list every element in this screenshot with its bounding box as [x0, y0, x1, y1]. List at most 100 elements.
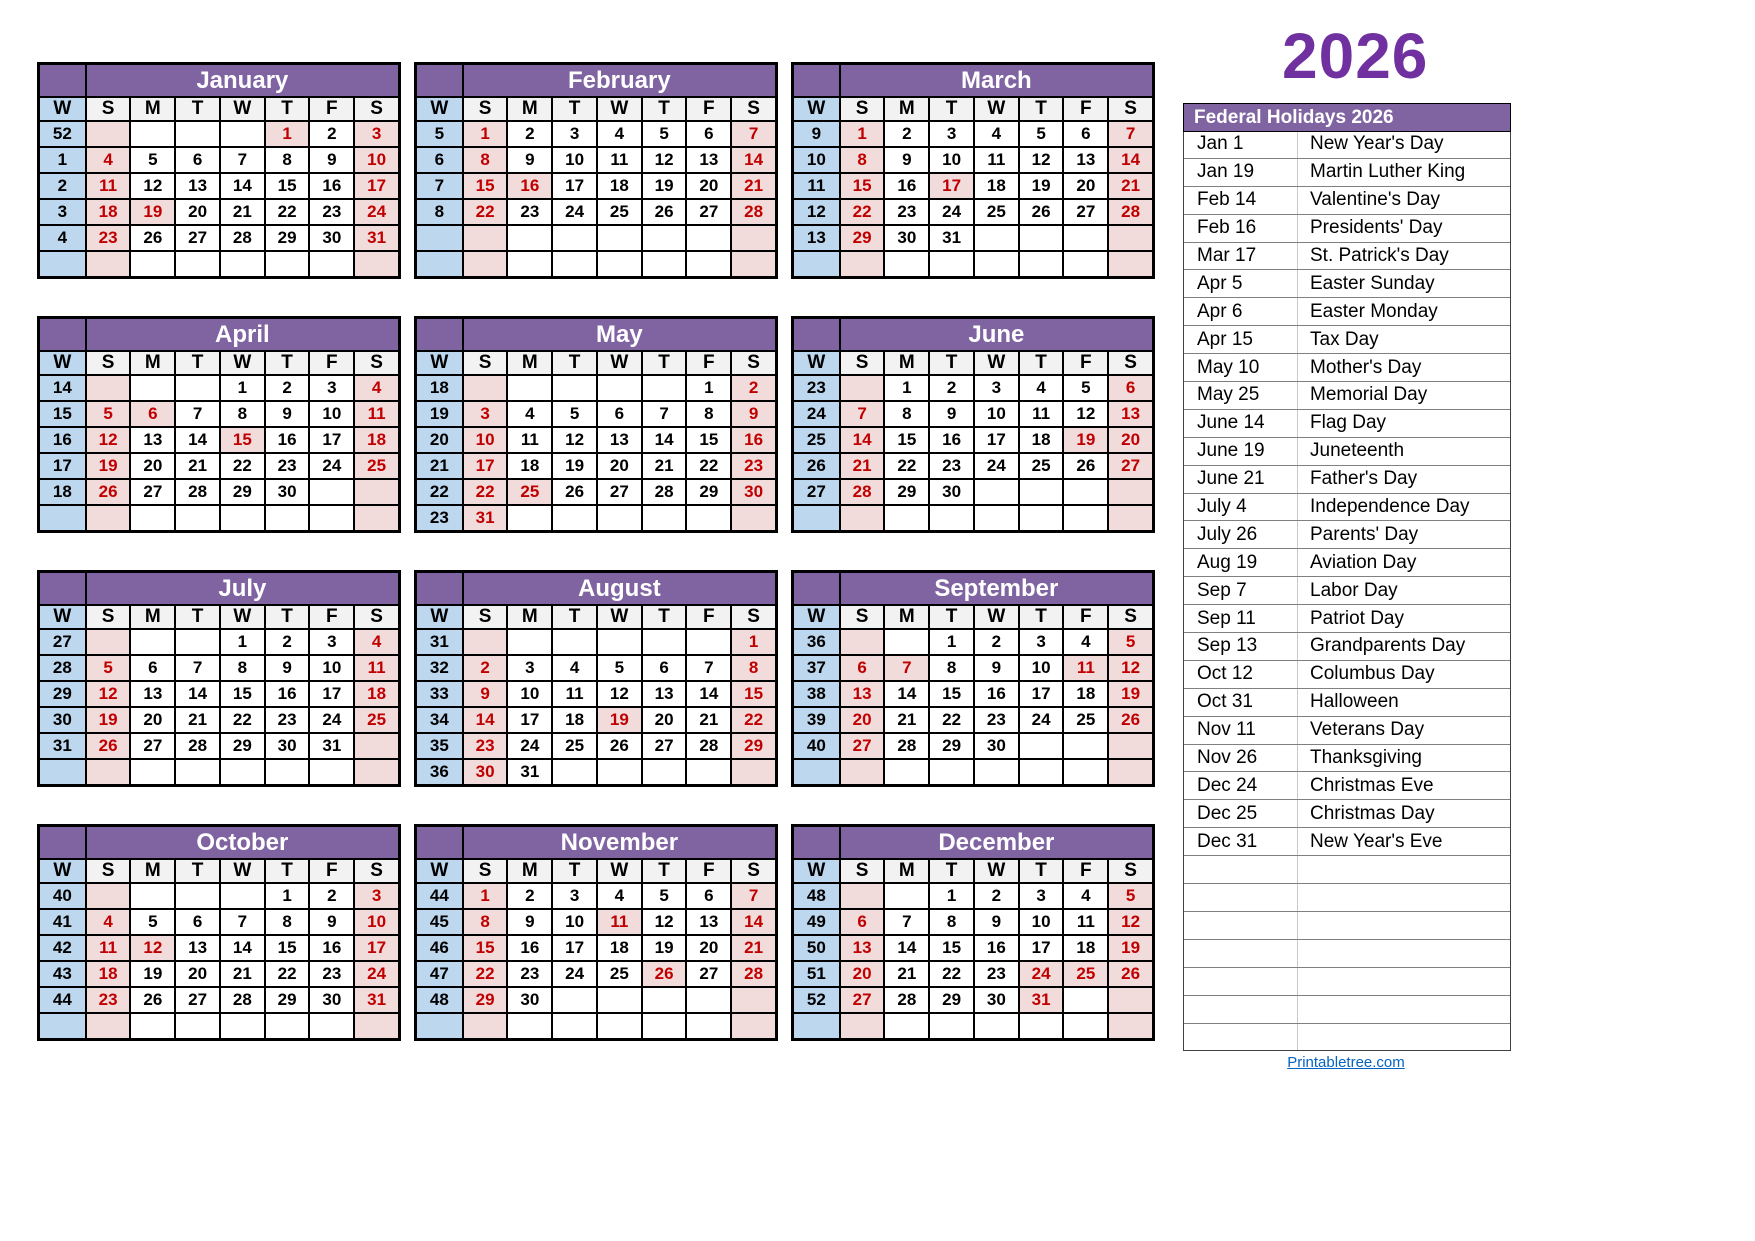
day-cell [84, 882, 132, 910]
day-header: T [1017, 604, 1065, 630]
holiday-name: Father's Day [1310, 468, 1418, 490]
day-cell [551, 224, 598, 252]
day-cell [730, 758, 778, 787]
day-cell [595, 1012, 643, 1041]
day-cell [1062, 224, 1110, 252]
day-cell: 28 [640, 478, 688, 506]
day-cell: 4 [506, 400, 554, 428]
day-cell: 9 [928, 400, 975, 428]
day-cell: 25 [506, 478, 554, 506]
day-header: T [928, 604, 975, 630]
month-november: November W S M T W T F S 44 1 2 3 4 5 6 7 45 8 9 10 11 12 13 14 4… [414, 824, 778, 1041]
day-cell [1017, 250, 1065, 279]
day-cell: 21 [174, 706, 221, 734]
day-cell [174, 120, 221, 148]
day-cell [595, 504, 643, 533]
day-cell: 11 [551, 680, 598, 708]
day-cell: 26 [595, 732, 643, 760]
day-cell [1017, 758, 1065, 787]
holiday-row: Apr 15 Tax Day [1184, 326, 1510, 355]
day-cell: 7 [640, 400, 688, 428]
holiday-date: June 21 [1184, 465, 1298, 493]
day-cell [506, 1012, 554, 1041]
day-cell [595, 758, 643, 787]
holiday-name: Christmas Day [1310, 802, 1435, 824]
day-cell: 11 [595, 146, 643, 174]
day-cell: 5 [84, 654, 132, 682]
day-header: S [461, 604, 509, 630]
day-cell: 12 [640, 146, 688, 174]
day-cell: 26 [1107, 706, 1155, 734]
day-header: F [1062, 604, 1110, 630]
day-cell: 23 [506, 960, 554, 988]
week-number-header: W [791, 350, 841, 376]
day-cell [263, 504, 311, 533]
day-header: W [972, 350, 1020, 376]
day-cell: 6 [595, 400, 643, 428]
day-cell: 10 [972, 400, 1020, 428]
day-cell: 30 [263, 732, 311, 760]
day-cell: 18 [1017, 426, 1065, 454]
month-corner-cell [414, 316, 464, 352]
holiday-date: Nov 11 [1184, 716, 1298, 744]
day-cell [730, 986, 778, 1014]
day-cell: 11 [1062, 654, 1110, 682]
day-cell: 29 [461, 986, 509, 1014]
day-cell: 21 [174, 452, 221, 480]
week-number-cell: 40 [791, 732, 841, 760]
holiday-name: Christmas Eve [1310, 774, 1434, 796]
week-number-cell: 47 [414, 960, 464, 988]
day-cell: 26 [129, 986, 177, 1014]
day-cell: 7 [174, 654, 221, 682]
day-cell [730, 1012, 778, 1041]
day-cell: 22 [461, 198, 509, 226]
day-cell: 28 [174, 732, 221, 760]
day-cell: 27 [129, 732, 177, 760]
day-cell: 20 [838, 706, 886, 734]
day-cell [551, 758, 598, 787]
day-cell: 23 [972, 706, 1020, 734]
printabletree-link[interactable]: Printabletree.com [1287, 1054, 1405, 1071]
week-number-cell: 31 [414, 628, 464, 656]
holiday-date [1184, 856, 1298, 884]
day-cell: 11 [353, 654, 401, 682]
month-may: May W S M T W T F S 18 1 2 19 3 4 5 6 7 8 9 20 10 11 12 13 14 15 16… [414, 316, 778, 533]
week-number-cell: 48 [414, 986, 464, 1014]
day-cell: 9 [506, 146, 554, 174]
day-cell: 13 [1062, 146, 1110, 174]
month-february: February W S M T W T F S 5 1 2 3 4 5 6 7 6 8 9 10 11 12 13 14 7 15… [414, 62, 778, 279]
day-cell: 12 [640, 908, 688, 936]
day-header: W [218, 350, 266, 376]
day-cell [506, 224, 554, 252]
month-corner-cell [791, 824, 841, 860]
day-cell: 19 [640, 172, 688, 200]
holiday-name: Valentine's Day [1310, 189, 1441, 211]
day-cell: 19 [129, 960, 177, 988]
day-cell: 27 [838, 732, 886, 760]
day-cell: 22 [685, 452, 733, 480]
day-header: M [883, 604, 931, 630]
day-cell: 15 [263, 934, 311, 962]
day-cell: 14 [838, 426, 886, 454]
day-cell: 8 [263, 908, 311, 936]
holiday-row: July 26 Parents' Day [1184, 521, 1510, 550]
day-header: T [174, 858, 221, 884]
day-cell: 18 [84, 198, 132, 226]
day-header: M [129, 96, 177, 122]
day-header: S [730, 858, 778, 884]
day-cell: 5 [1107, 628, 1155, 656]
day-cell: 10 [1017, 908, 1065, 936]
day-cell [640, 758, 688, 787]
month-june: June W S M T W T F S 23 1 2 3 4 5 6 24 7 8 9 10 11 12 13 25 14 15 1… [791, 316, 1155, 533]
day-cell [685, 1012, 733, 1041]
day-cell: 18 [1062, 680, 1110, 708]
day-cell: 14 [640, 426, 688, 454]
day-cell: 27 [1107, 452, 1155, 480]
day-cell [838, 758, 886, 787]
day-cell: 22 [838, 198, 886, 226]
day-cell: 8 [730, 654, 778, 682]
day-cell: 3 [506, 654, 554, 682]
week-number-cell: 40 [37, 882, 87, 910]
day-cell: 11 [84, 934, 132, 962]
day-cell [174, 374, 221, 402]
